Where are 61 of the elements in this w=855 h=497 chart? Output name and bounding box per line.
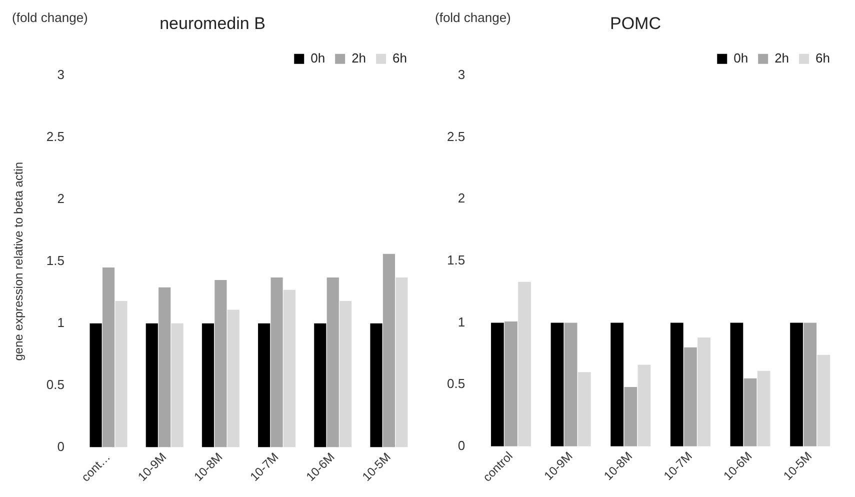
bar [283, 290, 296, 448]
bar [790, 322, 803, 446]
bar [730, 322, 744, 446]
y-tick-label: 2.5 [46, 128, 64, 144]
y-tick-label: 1 [458, 314, 466, 330]
bar [171, 323, 184, 448]
bar [102, 268, 115, 448]
y-tick-label: 0.5 [446, 376, 466, 392]
bar [340, 301, 352, 448]
legend-label: 2h [774, 50, 790, 66]
bar [314, 323, 326, 448]
legend-label: 6h [816, 50, 830, 66]
bar [504, 321, 518, 446]
bar [550, 322, 564, 446]
y-tick-label: 2 [57, 190, 64, 206]
bar [202, 323, 214, 448]
bar [744, 378, 757, 446]
legend-label: 6h [392, 50, 408, 66]
bar [115, 301, 128, 448]
bar [258, 323, 270, 448]
y-tick-label: 0 [57, 438, 64, 454]
legend-label: 0h [734, 50, 748, 66]
y-tick-label: 2.5 [446, 128, 466, 144]
bar [270, 277, 283, 448]
bar [684, 347, 697, 446]
bar [326, 277, 339, 448]
y-tick-label: 1 [57, 314, 64, 330]
bar [624, 387, 638, 446]
bar [214, 280, 227, 448]
bar [396, 277, 408, 448]
y-tick-label: 1.5 [446, 252, 466, 268]
text: (fold change) [12, 10, 88, 26]
bar [158, 287, 171, 448]
y-tick-label: 3 [57, 66, 64, 82]
chart-title: POMC [610, 14, 661, 33]
chart-title: neuromedin B [160, 14, 266, 33]
bar [518, 282, 531, 446]
bar [146, 323, 158, 448]
bar [578, 372, 591, 446]
y-axis-title: gene expression relative to beta actin [12, 162, 26, 361]
y-tick-label: 2 [458, 190, 466, 206]
bar [698, 338, 710, 446]
bar [817, 354, 830, 446]
bar [804, 322, 817, 446]
bar [670, 322, 684, 446]
bar [90, 323, 102, 448]
bar [382, 254, 395, 448]
bar [610, 322, 624, 446]
bar [757, 370, 770, 446]
bar [490, 322, 504, 446]
bar [227, 310, 240, 448]
y-tick-label: 3 [458, 66, 466, 82]
legend-label: 2h [352, 50, 366, 66]
bar [564, 322, 578, 446]
y-tick-label: 0.5 [46, 376, 64, 392]
bar [370, 323, 382, 448]
y-tick-label: 1.5 [46, 252, 64, 268]
legend-label: 0h [310, 50, 326, 66]
bar [638, 364, 651, 446]
text: (fold change) [435, 10, 511, 26]
y-tick-label: 0 [458, 438, 466, 453]
